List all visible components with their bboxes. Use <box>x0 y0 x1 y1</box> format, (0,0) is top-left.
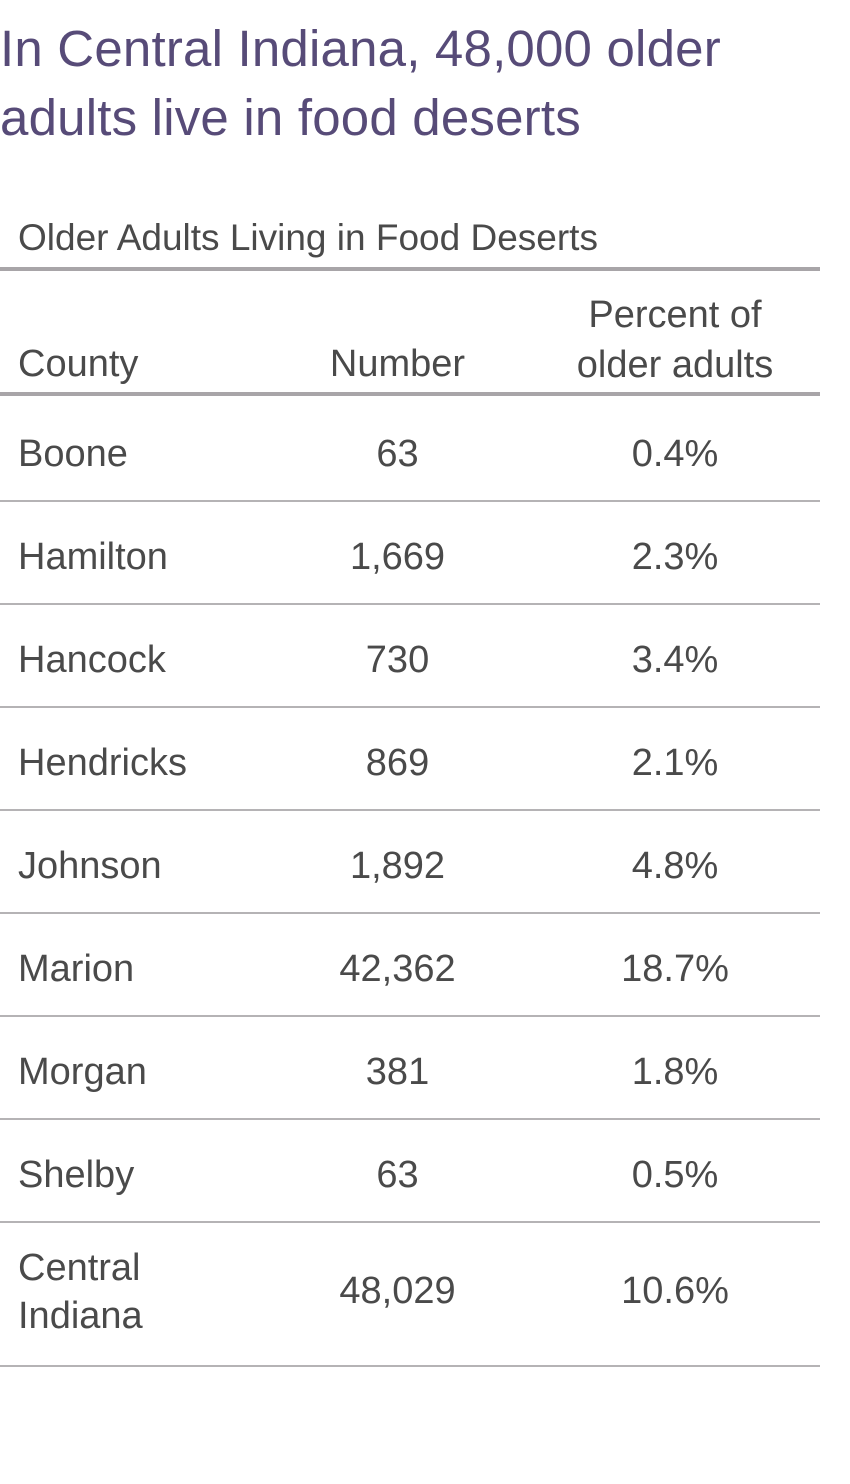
table-cell-percent: 18.7% <box>621 948 729 990</box>
table-cell-number: 869 <box>365 742 430 784</box>
column-header-county: County <box>18 343 139 385</box>
column-header-percent-line-2: older adults <box>576 344 774 386</box>
table-cell-county: Hendricks <box>18 742 187 784</box>
table-cell-county: Morgan <box>18 1051 147 1093</box>
table-cell-percent: 3.4% <box>631 639 719 681</box>
column-header-percent: Percent of older adults <box>545 290 805 390</box>
table-cell-county: Johnson <box>18 845 162 887</box>
table-cell-county: Hamilton <box>18 536 168 578</box>
table-row-divider <box>0 1118 820 1120</box>
column-header-number: Number <box>329 343 466 385</box>
table-cell-county: Hancock <box>18 639 166 681</box>
table-row-divider <box>0 1221 820 1223</box>
table-cell-percent: 0.5% <box>631 1154 719 1196</box>
table-cell-percent: 10.6% <box>621 1270 729 1312</box>
table-cell-number: 42,362 <box>339 948 456 990</box>
column-header-percent-line-1: Percent of <box>588 294 762 336</box>
table-cell-number: 381 <box>365 1051 430 1093</box>
table-row-divider <box>0 809 820 811</box>
table-cell-percent: 4.8% <box>631 845 719 887</box>
table-row-divider <box>0 1015 820 1017</box>
page-title-line-1: In Central Indiana, 48,000 older <box>0 20 721 77</box>
table-cell-number: 1,669 <box>349 536 446 578</box>
table-cell-percent: 2.1% <box>631 742 719 784</box>
table-row-divider <box>0 912 820 914</box>
table-row-divider <box>0 706 820 708</box>
table-cell-number: 48,029 <box>339 1270 456 1312</box>
table-row-divider <box>0 1365 820 1367</box>
table-cell-percent: 1.8% <box>631 1051 719 1093</box>
table-top-rule <box>0 267 820 271</box>
page-title-line-2: adults live in food deserts <box>0 89 581 146</box>
table-row-divider <box>0 500 820 502</box>
table-cell-percent: 0.4% <box>631 433 719 475</box>
table-cell-county: Central Indiana <box>18 1247 143 1337</box>
table-cell-county: Boone <box>18 433 128 475</box>
table-cell-number: 1,892 <box>349 845 446 887</box>
table-cell-county: Shelby <box>18 1154 135 1196</box>
table-cell-percent: 2.3% <box>631 536 719 578</box>
page-title: In Central Indiana, 48,000 older adults … <box>0 14 840 152</box>
table-cell-number: 730 <box>365 639 430 681</box>
table-row-divider <box>0 603 820 605</box>
table-cell-number: 63 <box>376 1154 419 1196</box>
table-cell-county: Marion <box>18 948 135 990</box>
table-title: Older Adults Living in Food Deserts <box>18 217 598 258</box>
header-bottom-rule <box>0 392 820 396</box>
table-cell-number: 63 <box>376 433 419 475</box>
